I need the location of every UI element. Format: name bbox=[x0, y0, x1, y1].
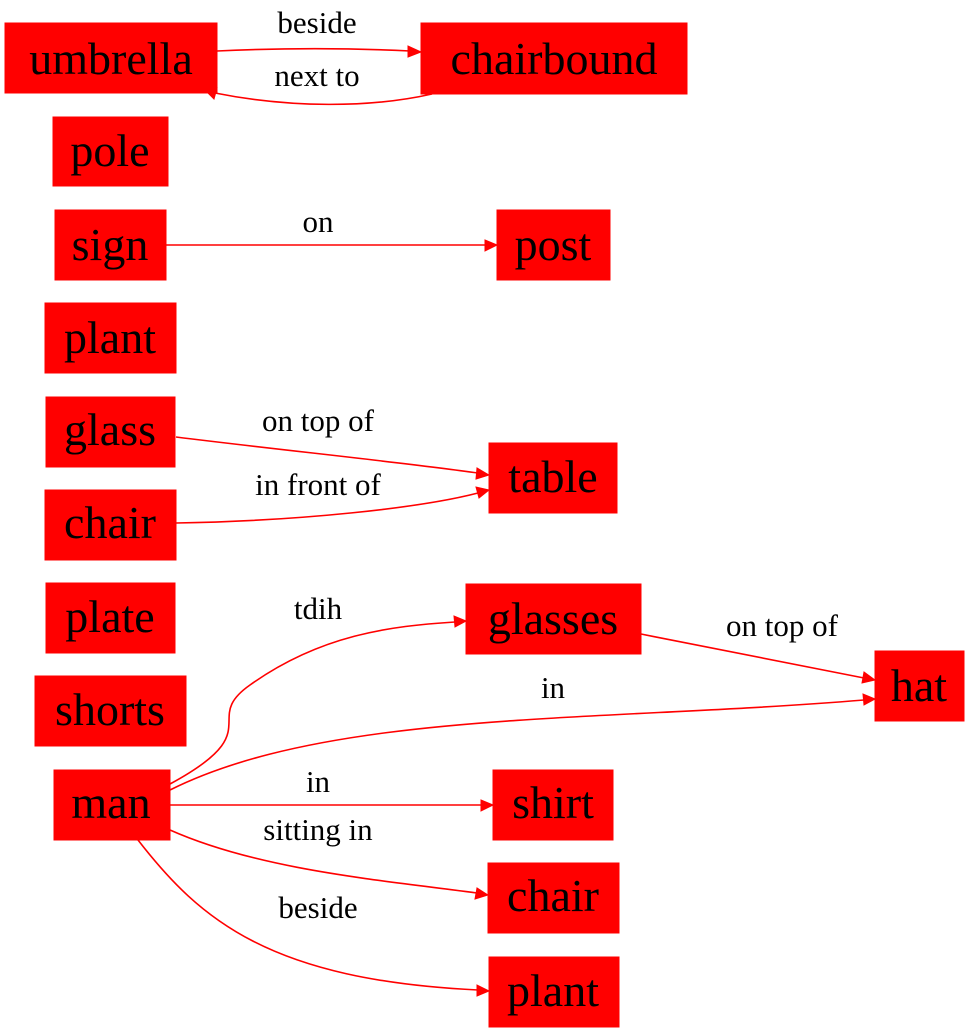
edge-man-chair: sitting in bbox=[169, 812, 490, 900]
edge-man-hat: in bbox=[169, 670, 877, 791]
node-hat: hat bbox=[874, 650, 965, 722]
edge-label: in bbox=[306, 764, 331, 799]
edge-label: next to bbox=[274, 58, 359, 93]
edge-label: in bbox=[541, 670, 566, 705]
node-label: umbrella bbox=[29, 33, 193, 84]
node-chairbound: chairbound bbox=[420, 22, 688, 95]
node-label: chair bbox=[507, 870, 599, 921]
edge-man-shirt: in bbox=[170, 764, 495, 812]
node-label: plant bbox=[507, 965, 599, 1016]
node-shorts: shorts bbox=[34, 675, 187, 747]
node-label: sign bbox=[72, 219, 149, 270]
node-label: glasses bbox=[488, 593, 618, 644]
edge-label: beside bbox=[278, 890, 357, 925]
node-label: shorts bbox=[55, 684, 165, 735]
edge-label: sitting in bbox=[263, 812, 373, 847]
edge-label: tdih bbox=[294, 591, 343, 626]
edge-label: on bbox=[303, 204, 335, 239]
node-pole: pole bbox=[52, 116, 169, 187]
edge-glasses-hat: on top of bbox=[640, 608, 877, 684]
nodes: umbrella chairbound pole sign post plant… bbox=[4, 22, 965, 1028]
edge-glass-table: on top of bbox=[175, 403, 491, 480]
node-label: table bbox=[508, 451, 597, 502]
edge-label: on top of bbox=[726, 608, 839, 643]
node-shirt: shirt bbox=[492, 769, 614, 841]
node-umbrella: umbrella bbox=[4, 22, 218, 94]
node-plate: plate bbox=[45, 582, 176, 654]
edge-umbrella-chairbound: beside bbox=[216, 5, 423, 58]
node-label: pole bbox=[70, 125, 149, 176]
edge-label: on top of bbox=[262, 403, 375, 438]
edge-sign-post: on bbox=[166, 204, 499, 252]
node-label: glass bbox=[64, 404, 156, 455]
node-label: shirt bbox=[512, 777, 594, 828]
node-sign: sign bbox=[54, 209, 167, 281]
node-label: chair bbox=[64, 497, 156, 548]
edges: beside next to on on top of in front of … bbox=[137, 5, 877, 997]
edge-man-plant: beside bbox=[137, 839, 491, 997]
edge-chair-table: in front of bbox=[175, 467, 491, 524]
edge-chairbound-umbrella: next to bbox=[202, 58, 433, 106]
node-glasses: glasses bbox=[465, 583, 642, 655]
node-label: plate bbox=[65, 591, 154, 642]
edge-label: beside bbox=[277, 5, 356, 40]
node-label: plant bbox=[64, 312, 156, 363]
node-label: hat bbox=[891, 660, 947, 711]
edge-label: in front of bbox=[255, 467, 381, 502]
node-table: table bbox=[488, 442, 618, 514]
node-label: chairbound bbox=[451, 33, 658, 84]
node-glass: glass bbox=[45, 396, 176, 468]
node-chair: chair bbox=[44, 489, 177, 561]
node-chair-right: chair bbox=[487, 862, 620, 934]
node-man: man bbox=[53, 769, 171, 841]
node-label: post bbox=[515, 219, 592, 270]
node-post: post bbox=[496, 209, 611, 281]
node-plant: plant bbox=[44, 302, 177, 374]
edge-man-glasses: tdih bbox=[169, 591, 468, 785]
node-label: man bbox=[71, 777, 150, 828]
node-plant-right: plant bbox=[488, 956, 620, 1028]
